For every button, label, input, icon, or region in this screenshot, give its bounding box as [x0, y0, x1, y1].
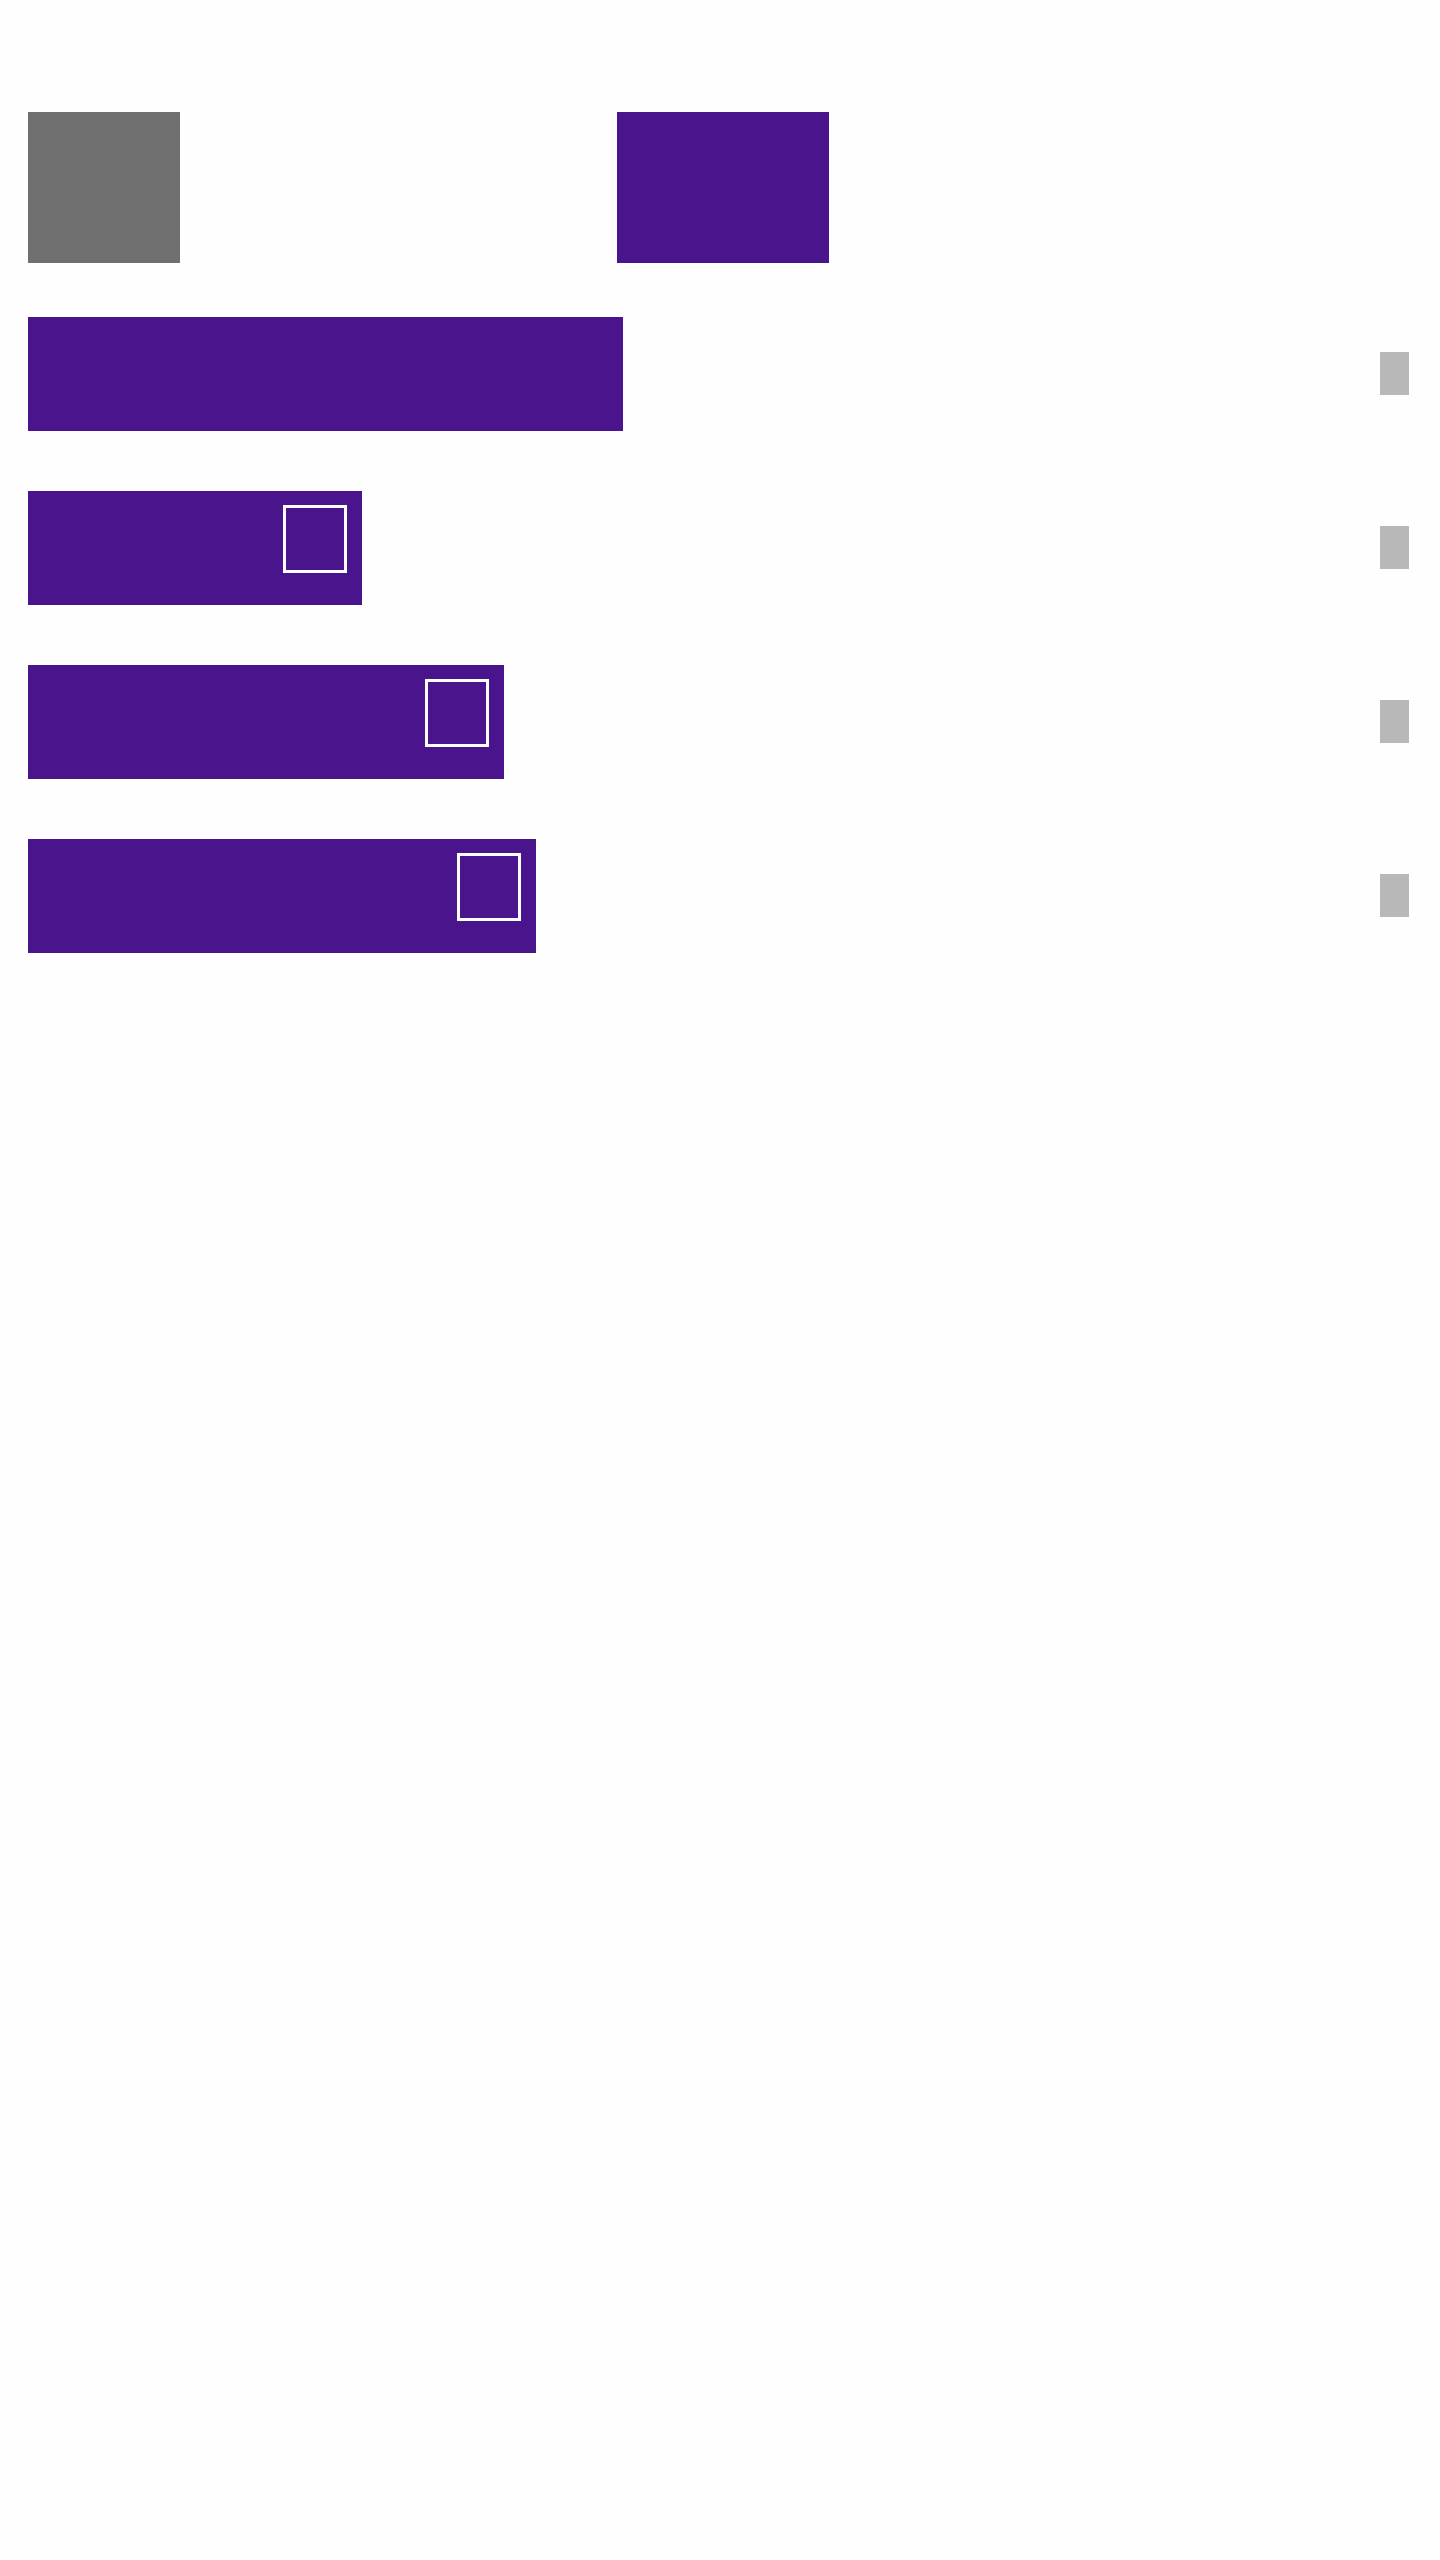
image-placeholder — [28, 112, 180, 263]
list-bar-1[interactable] — [28, 317, 623, 431]
checkbox-3[interactable] — [425, 679, 489, 747]
checkbox-4[interactable] — [457, 853, 521, 921]
drag-handle-4[interactable] — [1380, 874, 1409, 917]
drag-handle-1[interactable] — [1380, 352, 1409, 395]
list-bar-2[interactable] — [28, 491, 362, 605]
purple-tile[interactable] — [617, 112, 829, 263]
drag-handle-3[interactable] — [1380, 700, 1409, 743]
checkbox-2[interactable] — [283, 505, 347, 573]
drag-handle-2[interactable] — [1380, 526, 1409, 569]
list-bar-3[interactable] — [28, 665, 504, 779]
list-bar-4[interactable] — [28, 839, 536, 953]
